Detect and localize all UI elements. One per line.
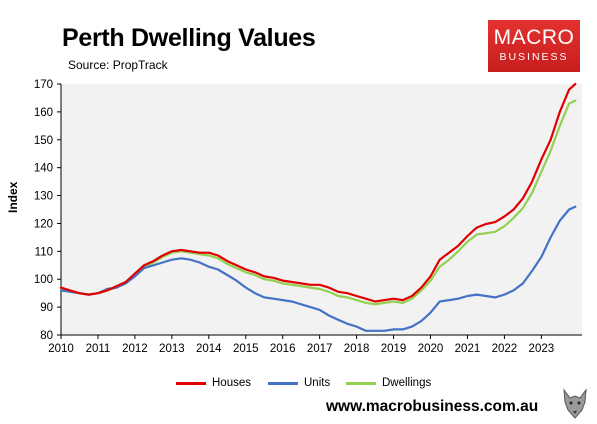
x-tick-label: 2013 <box>159 343 185 355</box>
x-tick-label: 2019 <box>381 343 407 355</box>
macrobusiness-logo: MACRO BUSINESS <box>488 20 580 72</box>
x-tick-label: 2010 <box>48 343 74 355</box>
y-tick-label: 100 <box>34 274 53 286</box>
y-tick-label: 120 <box>34 218 53 230</box>
y-tick-label: 170 <box>34 79 53 91</box>
logo-line-2: BUSINESS <box>499 51 569 63</box>
x-tick-label: 2018 <box>344 343 370 355</box>
y-tick-label: 140 <box>34 163 53 175</box>
plot-area <box>61 84 582 335</box>
x-tick-label: 2016 <box>270 343 296 355</box>
legend-item-houses: Houses <box>176 377 251 389</box>
series-line-dwellings <box>59 99 577 306</box>
legend-swatch-units <box>268 381 298 385</box>
x-tick-label: 2021 <box>455 343 481 355</box>
x-tick-label: 2014 <box>196 343 222 355</box>
y-tick-label: 80 <box>40 330 53 342</box>
y-tick-label: 160 <box>34 107 53 119</box>
y-tick-label: 130 <box>34 191 53 203</box>
legend-item-dwellings: Dwellings <box>346 377 431 389</box>
legend-label-dwellings: Dwellings <box>382 377 432 389</box>
series-line-houses <box>59 82 577 303</box>
x-tick-label: 2022 <box>492 343 518 355</box>
x-tick-label: 2015 <box>233 343 259 355</box>
wolf-logo-icon <box>563 388 587 419</box>
legend-label-units: Units <box>304 377 331 389</box>
x-tick-label: 2017 <box>307 343 333 355</box>
legend-label-houses: Houses <box>212 377 251 389</box>
series-line-units <box>59 205 577 332</box>
x-tick-label: 2020 <box>418 343 444 355</box>
legend-swatch-dwellings <box>346 381 376 385</box>
chart-source: Source: PropTrack <box>68 58 168 72</box>
logo-line-1: MACRO <box>493 26 575 49</box>
legend: Houses Units Dwellings <box>0 377 597 393</box>
legend-item-units: Units <box>268 377 330 389</box>
y-tick-label: 150 <box>34 135 53 147</box>
y-tick-label: 90 <box>40 302 53 314</box>
website-url: www.macrobusiness.com.au <box>326 398 539 415</box>
y-tick-label: 110 <box>35 246 53 258</box>
x-tick-label: 2023 <box>529 343 555 355</box>
chart-title: Perth Dwelling Values <box>62 24 316 52</box>
legend-swatch-houses <box>176 381 206 385</box>
x-tick-label: 2012 <box>122 343 148 355</box>
x-tick-label: 2011 <box>86 343 111 355</box>
